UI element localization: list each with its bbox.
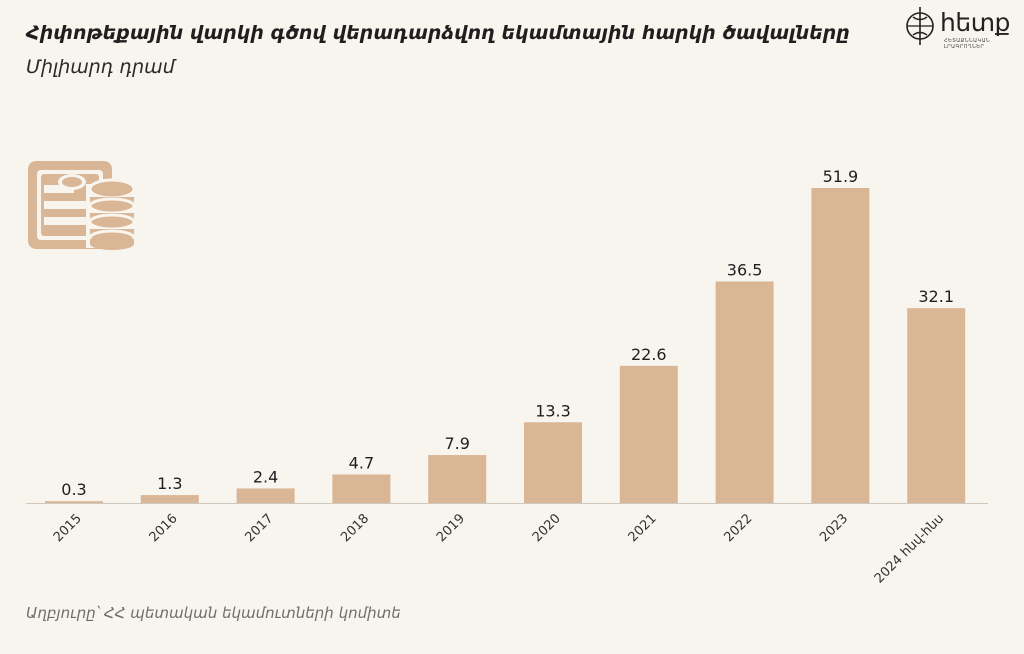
x-tick-label: 2024 հնվ-հնս — [872, 511, 947, 586]
x-tick-label: 2017 — [242, 511, 276, 545]
data-label: 0.3 — [61, 480, 86, 499]
hetq-logo: hետք ՀԵՏԱՔՆՆԱԿԱՆ ԼՐԱԳՐՈՂՆԵՐ — [904, 4, 1020, 52]
x-tick-label: 2023 — [817, 511, 851, 545]
source-note: Աղբյուրը՝ ՀՀ պետական եկամուտների կոմիտե — [26, 604, 401, 622]
x-tick-label: 2018 — [338, 511, 372, 545]
data-label: 51.9 — [823, 167, 859, 186]
bar — [619, 365, 678, 503]
bar — [715, 281, 774, 503]
chart-title: Հիփոթեքային վարկի գծով վերադարձվող եկամտ… — [26, 22, 850, 44]
x-tick-label: 2016 — [147, 511, 181, 545]
data-label: 4.7 — [349, 453, 374, 472]
data-label: 22.6 — [631, 345, 667, 364]
bar — [524, 422, 582, 503]
x-tick-label: 2022 — [721, 511, 755, 545]
bar — [45, 501, 103, 503]
bar — [236, 488, 295, 503]
logo-text: hետք — [940, 8, 1010, 37]
data-label: 2.4 — [253, 467, 278, 486]
data-label: 1.3 — [157, 474, 182, 493]
x-tick-label: 2019 — [434, 511, 468, 545]
money-bills-coins-icon — [28, 161, 138, 250]
data-label: 36.5 — [727, 260, 763, 279]
logo-tagline: ՀԵՏԱՔՆՆԱԿԱՆ ԼՐԱԳՐՈՂՆԵՐ — [944, 38, 991, 50]
x-tick-label: 2020 — [530, 511, 564, 545]
data-label: 13.3 — [535, 401, 571, 420]
x-tick-label: 2015 — [51, 511, 85, 545]
bar — [332, 474, 391, 503]
logo-emblem-icon — [906, 7, 934, 45]
bar — [428, 455, 487, 503]
data-label: 32.1 — [918, 287, 954, 306]
bar — [907, 308, 966, 503]
bar — [811, 188, 870, 503]
chart-subtitle: Միլիարդ դրամ — [26, 56, 175, 78]
x-tick-label: 2021 — [626, 511, 660, 545]
data-label: 7.9 — [444, 434, 469, 453]
bar — [140, 495, 199, 503]
